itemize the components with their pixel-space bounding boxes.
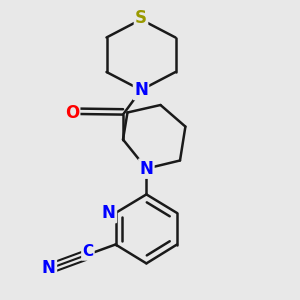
Text: C: C (82, 244, 94, 260)
Text: S: S (135, 9, 147, 27)
Text: N: N (140, 160, 153, 178)
Text: N: N (102, 204, 116, 222)
Text: N: N (134, 81, 148, 99)
Text: N: N (42, 259, 56, 277)
Text: O: O (65, 104, 79, 122)
